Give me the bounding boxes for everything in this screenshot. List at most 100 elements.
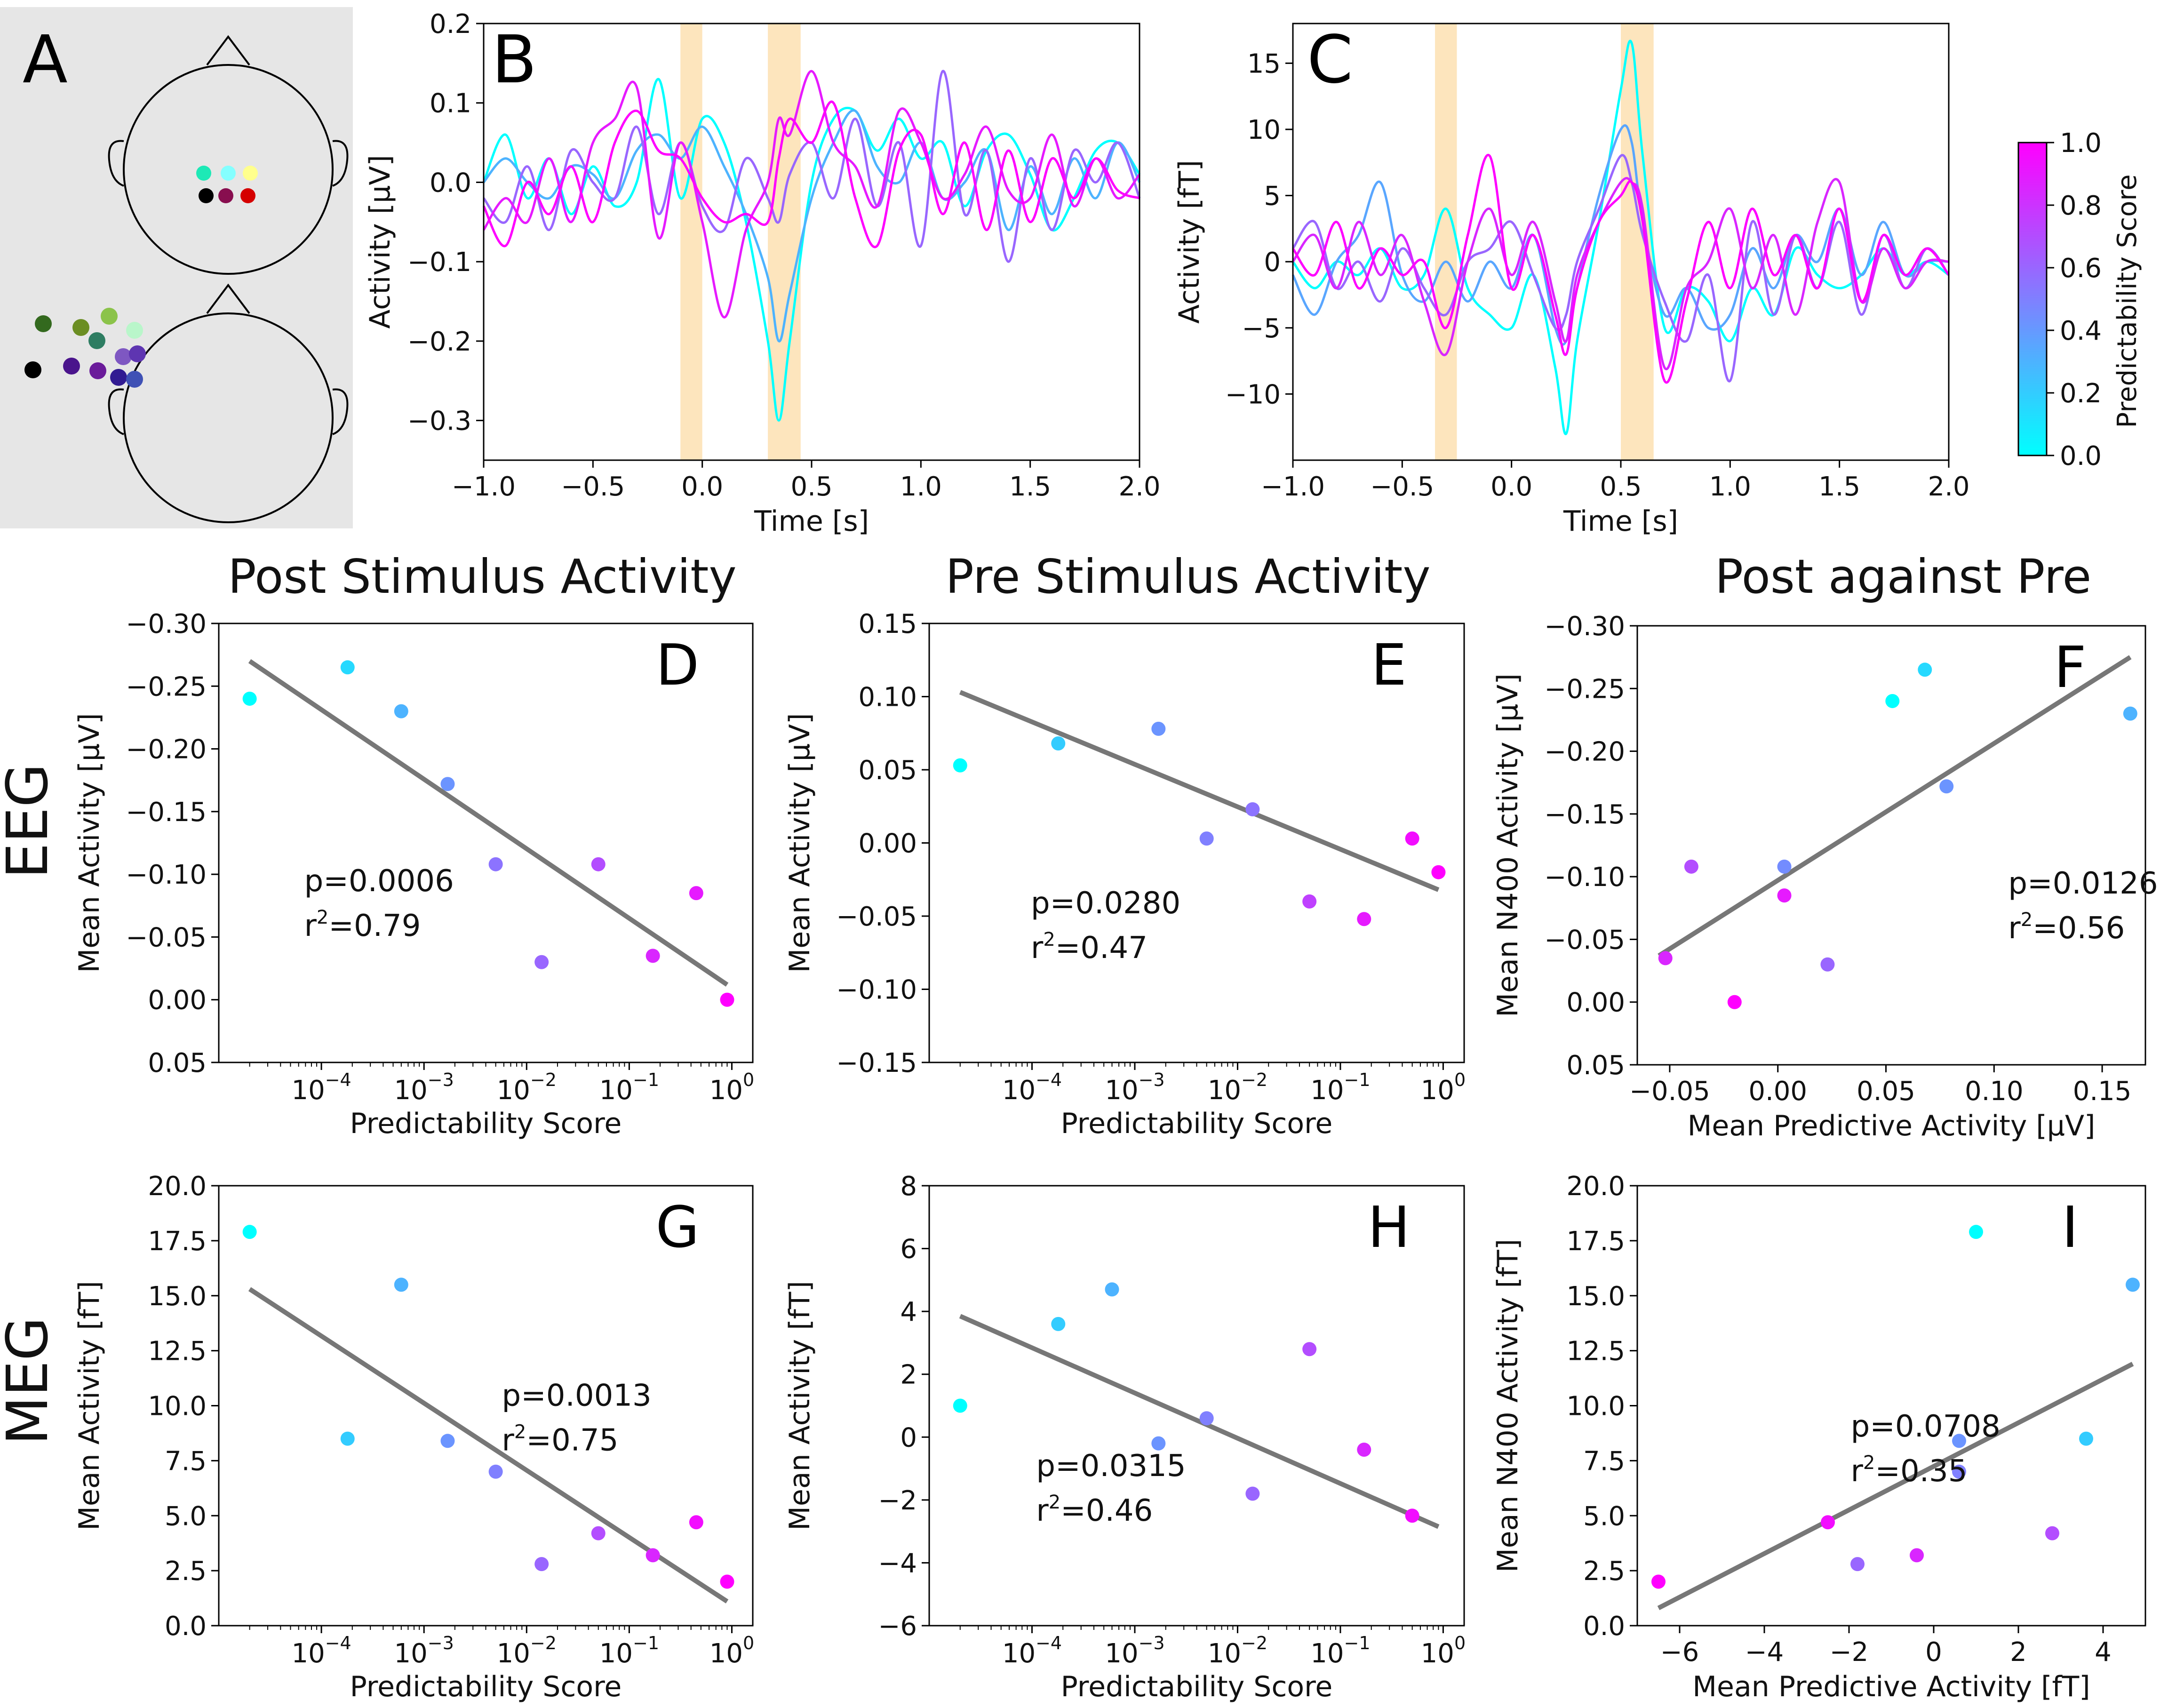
- panel-b-letter: B: [492, 22, 537, 98]
- electrode-top-5: [240, 188, 255, 203]
- data-point: [1357, 912, 1371, 926]
- y-tick-label: −0.30: [126, 609, 207, 639]
- y-tick-label: −0.25: [1544, 674, 1625, 704]
- panel-a-sensor-layout: A: [0, 7, 353, 528]
- x-tick-label: 100: [1421, 1069, 1466, 1106]
- y-tick-label: 20.0: [148, 1171, 207, 1202]
- x-tick-label: 10−1: [599, 1633, 659, 1669]
- x-tick-label: 1.5: [1818, 471, 1860, 502]
- x-tick-label: 10−4: [291, 1633, 351, 1669]
- panel-letter: I: [2062, 1195, 2078, 1261]
- data-point: [1651, 1574, 1666, 1589]
- y-tick-label: −0.10: [126, 860, 207, 890]
- data-point: [720, 1574, 734, 1589]
- data-point: [534, 955, 549, 969]
- row-label-meg: MEG: [0, 1317, 61, 1445]
- stat-r-squared-exponent: 2: [514, 1421, 526, 1443]
- column-title-post-vs-pre: Post against Pre: [1715, 549, 2091, 604]
- y-tick-label: −0.3: [407, 406, 471, 437]
- panel-c-meg-timecourse: C −1.0 −0.5 0.0 0.5 1.0 1.5 2.0 15 10 5 0 −5 −10 Time…: [1173, 22, 1970, 538]
- y-tick-label: 12.5: [1566, 1336, 1625, 1367]
- data-point: [340, 1431, 355, 1446]
- x-tick-exponent: −1: [1344, 1069, 1371, 1090]
- electrode-bottom-1: [72, 319, 89, 336]
- regression-line: [1657, 1362, 2134, 1611]
- stat-r-squared: r2=0.56: [2008, 909, 2125, 946]
- data-point: [720, 992, 734, 1007]
- y-tick-label: 0.00: [148, 985, 207, 1016]
- y-tick-label: −5: [1242, 313, 1281, 344]
- y-tick-label: −0.20: [1544, 737, 1625, 767]
- y-tick-label: 15: [1247, 48, 1281, 79]
- x-tick-exponent: −1: [1344, 1633, 1371, 1653]
- y-tick-label: 0.0: [165, 1611, 207, 1642]
- x-tick-exponent: −4: [325, 1069, 351, 1090]
- highlight-window: [1435, 24, 1457, 460]
- panel-letter: F: [2054, 635, 2086, 701]
- data-point: [1820, 957, 1835, 972]
- regression-line: [959, 690, 1440, 892]
- x-tick-label: 10−1: [599, 1069, 659, 1106]
- x-tick-exponent: −2: [530, 1069, 557, 1090]
- data-point: [394, 1277, 408, 1292]
- stat-r-squared-value: =0.75: [526, 1423, 618, 1458]
- x-tick-exponent: −3: [1139, 1069, 1165, 1090]
- x-tick-exponent: −4: [1036, 1633, 1062, 1653]
- data-point: [591, 857, 606, 871]
- data-point: [2123, 706, 2137, 721]
- x-tick-label: 10−4: [1002, 1069, 1062, 1106]
- x-tick-label: 2.0: [1928, 471, 1969, 502]
- data-point: [1684, 859, 1698, 874]
- panel-a-background: [0, 7, 353, 528]
- y-axis-label: Activity [fT]: [1173, 160, 1206, 324]
- data-point: [1405, 1508, 1419, 1523]
- electrode-top-4: [218, 188, 233, 203]
- x-tick-label: 1.5: [1009, 471, 1051, 502]
- x-tick-label: 10−1: [1310, 1069, 1370, 1106]
- y-tick-label: 6: [900, 1234, 917, 1265]
- y-tick-label: 17.5: [1566, 1226, 1625, 1257]
- stat-r-squared-exponent: 2: [2021, 909, 2032, 931]
- electrode-bottom-6: [63, 358, 80, 375]
- data-point: [953, 1398, 967, 1413]
- electrode-bottom-9: [129, 345, 146, 362]
- y-tick-label: −4: [878, 1548, 917, 1579]
- data-point: [1952, 1464, 1966, 1479]
- colorbar-tick-label: 1.0: [2060, 128, 2102, 159]
- y-tick-label: 2.5: [1583, 1556, 1625, 1587]
- stat-p-value: p=0.0013: [502, 1379, 652, 1413]
- x-tick-label: 10−3: [1105, 1069, 1164, 1106]
- electrode-bottom-2: [101, 308, 118, 325]
- data-point: [689, 886, 703, 901]
- y-tick-label: 0.05: [858, 755, 917, 786]
- x-tick-label: 0.10: [1965, 1076, 2024, 1107]
- y-axis-label: Mean N400 Activity [fT]: [1491, 1239, 1524, 1572]
- data-point: [1405, 831, 1419, 846]
- x-tick-label: −0.5: [1370, 471, 1434, 502]
- y-tick-label: 0.1: [430, 88, 471, 119]
- series-line: [483, 70, 1141, 263]
- x-tick-label: 4: [2095, 1637, 2112, 1668]
- data-point: [1969, 1225, 1983, 1239]
- y-tick-label: −0.15: [126, 797, 207, 828]
- series-line: [1291, 153, 1950, 384]
- x-axis-label: Predictability Score: [1061, 1670, 1333, 1703]
- plot-frame: [1636, 625, 2146, 1066]
- plot-frame: [483, 23, 1140, 461]
- y-tick-label: −0.30: [1544, 611, 1625, 642]
- x-tick-exponent: −1: [633, 1069, 659, 1090]
- data-point: [1105, 1282, 1119, 1297]
- x-tick-exponent: 0: [743, 1633, 754, 1653]
- data-point: [242, 1225, 257, 1239]
- data-point: [1952, 1434, 1966, 1448]
- x-tick-label: 0.00: [1748, 1076, 1807, 1107]
- x-tick-label: 1.0: [1709, 471, 1751, 502]
- y-tick-label: −0.05: [836, 902, 917, 932]
- row-label-eeg: EEG: [0, 764, 61, 879]
- electrodes-top: [196, 166, 258, 203]
- panel-letter: E: [1371, 633, 1407, 698]
- x-tick-label: 10−4: [291, 1069, 351, 1106]
- x-tick-label: 10−2: [497, 1633, 557, 1669]
- x-tick-label: 1.0: [900, 471, 942, 502]
